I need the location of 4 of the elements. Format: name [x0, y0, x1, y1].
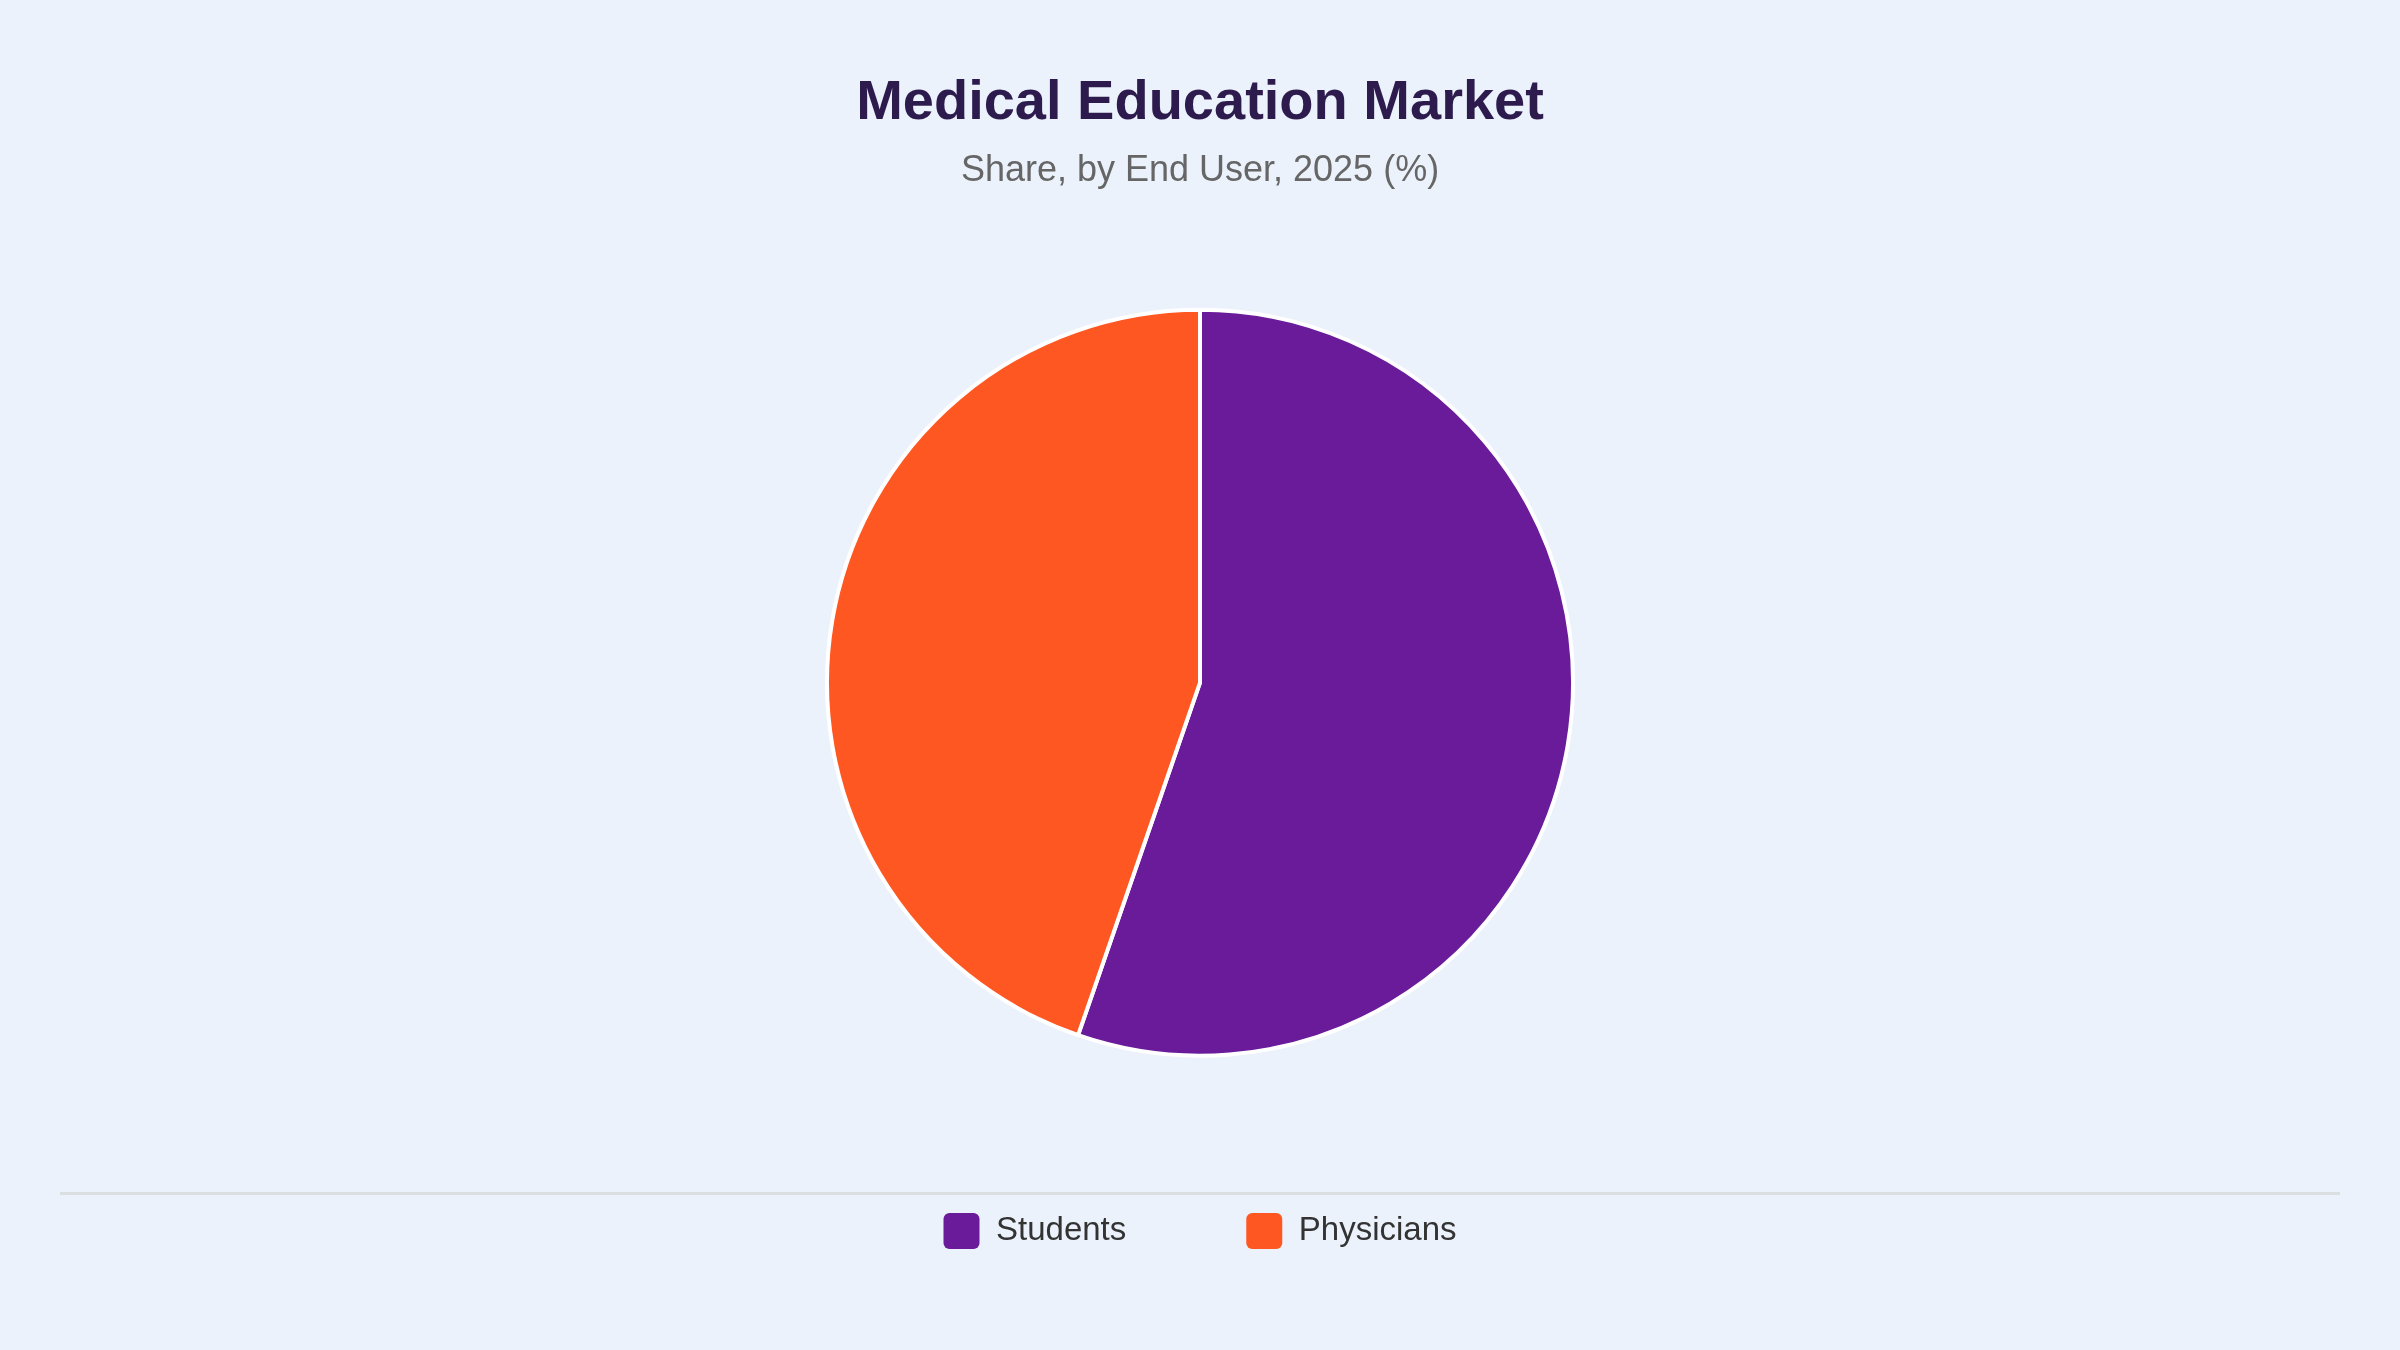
legend-label: Physicians	[1298, 1210, 1457, 1248]
chart-subtitle: Share, by End User, 2025 (%)	[960, 147, 1440, 189]
legend-label: Students	[996, 1210, 1127, 1248]
chart-title: Medical Education Market	[856, 68, 1544, 132]
